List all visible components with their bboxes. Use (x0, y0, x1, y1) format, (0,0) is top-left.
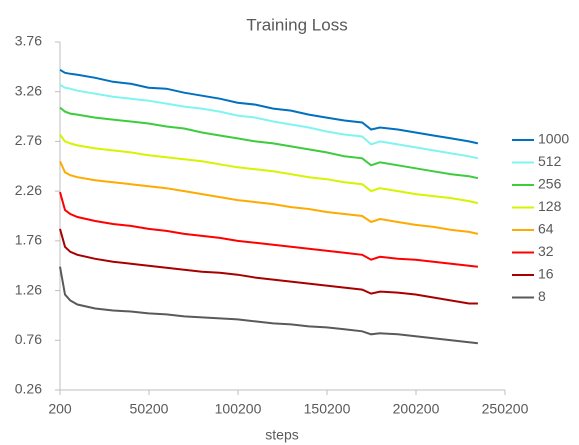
series-line (59, 83, 479, 160)
y-tick-label: 3.26 (15, 82, 42, 98)
series-line (59, 133, 479, 205)
legend-label: 1000 (538, 131, 569, 147)
chart-title: Training Loss (246, 15, 347, 34)
series-line (59, 266, 479, 345)
legend-label: 16 (538, 266, 554, 282)
x-tick-label: 250200 (482, 401, 529, 417)
x-tick-label: 200200 (393, 401, 440, 417)
legend-label: 32 (538, 243, 554, 259)
legend-label: 128 (538, 198, 562, 214)
y-tick-label: 1.26 (15, 281, 42, 297)
y-tick-label: 2.26 (15, 182, 42, 198)
y-tick-label: 3.76 (15, 33, 42, 49)
x-tick-label: 50200 (130, 401, 169, 417)
legend-label: 8 (538, 288, 546, 304)
series-line (59, 191, 479, 268)
series-line (59, 228, 478, 305)
x-tick-label: 150200 (304, 401, 351, 417)
y-tick-label: 0.76 (15, 331, 42, 347)
y-tick-label: 1.76 (15, 232, 42, 248)
legend-label: 64 (538, 221, 554, 237)
y-tick-label: 0.26 (15, 381, 42, 397)
y-tick-label: 2.76 (15, 132, 42, 148)
legend-label: 512 (538, 153, 562, 169)
series-line (59, 160, 479, 235)
x-axis-label: steps (265, 427, 298, 443)
x-tick-label: 200 (48, 401, 72, 417)
legend-label: 256 (538, 176, 562, 192)
x-tick-label: 100200 (215, 401, 262, 417)
series-line (59, 68, 479, 145)
series-line (59, 106, 479, 180)
